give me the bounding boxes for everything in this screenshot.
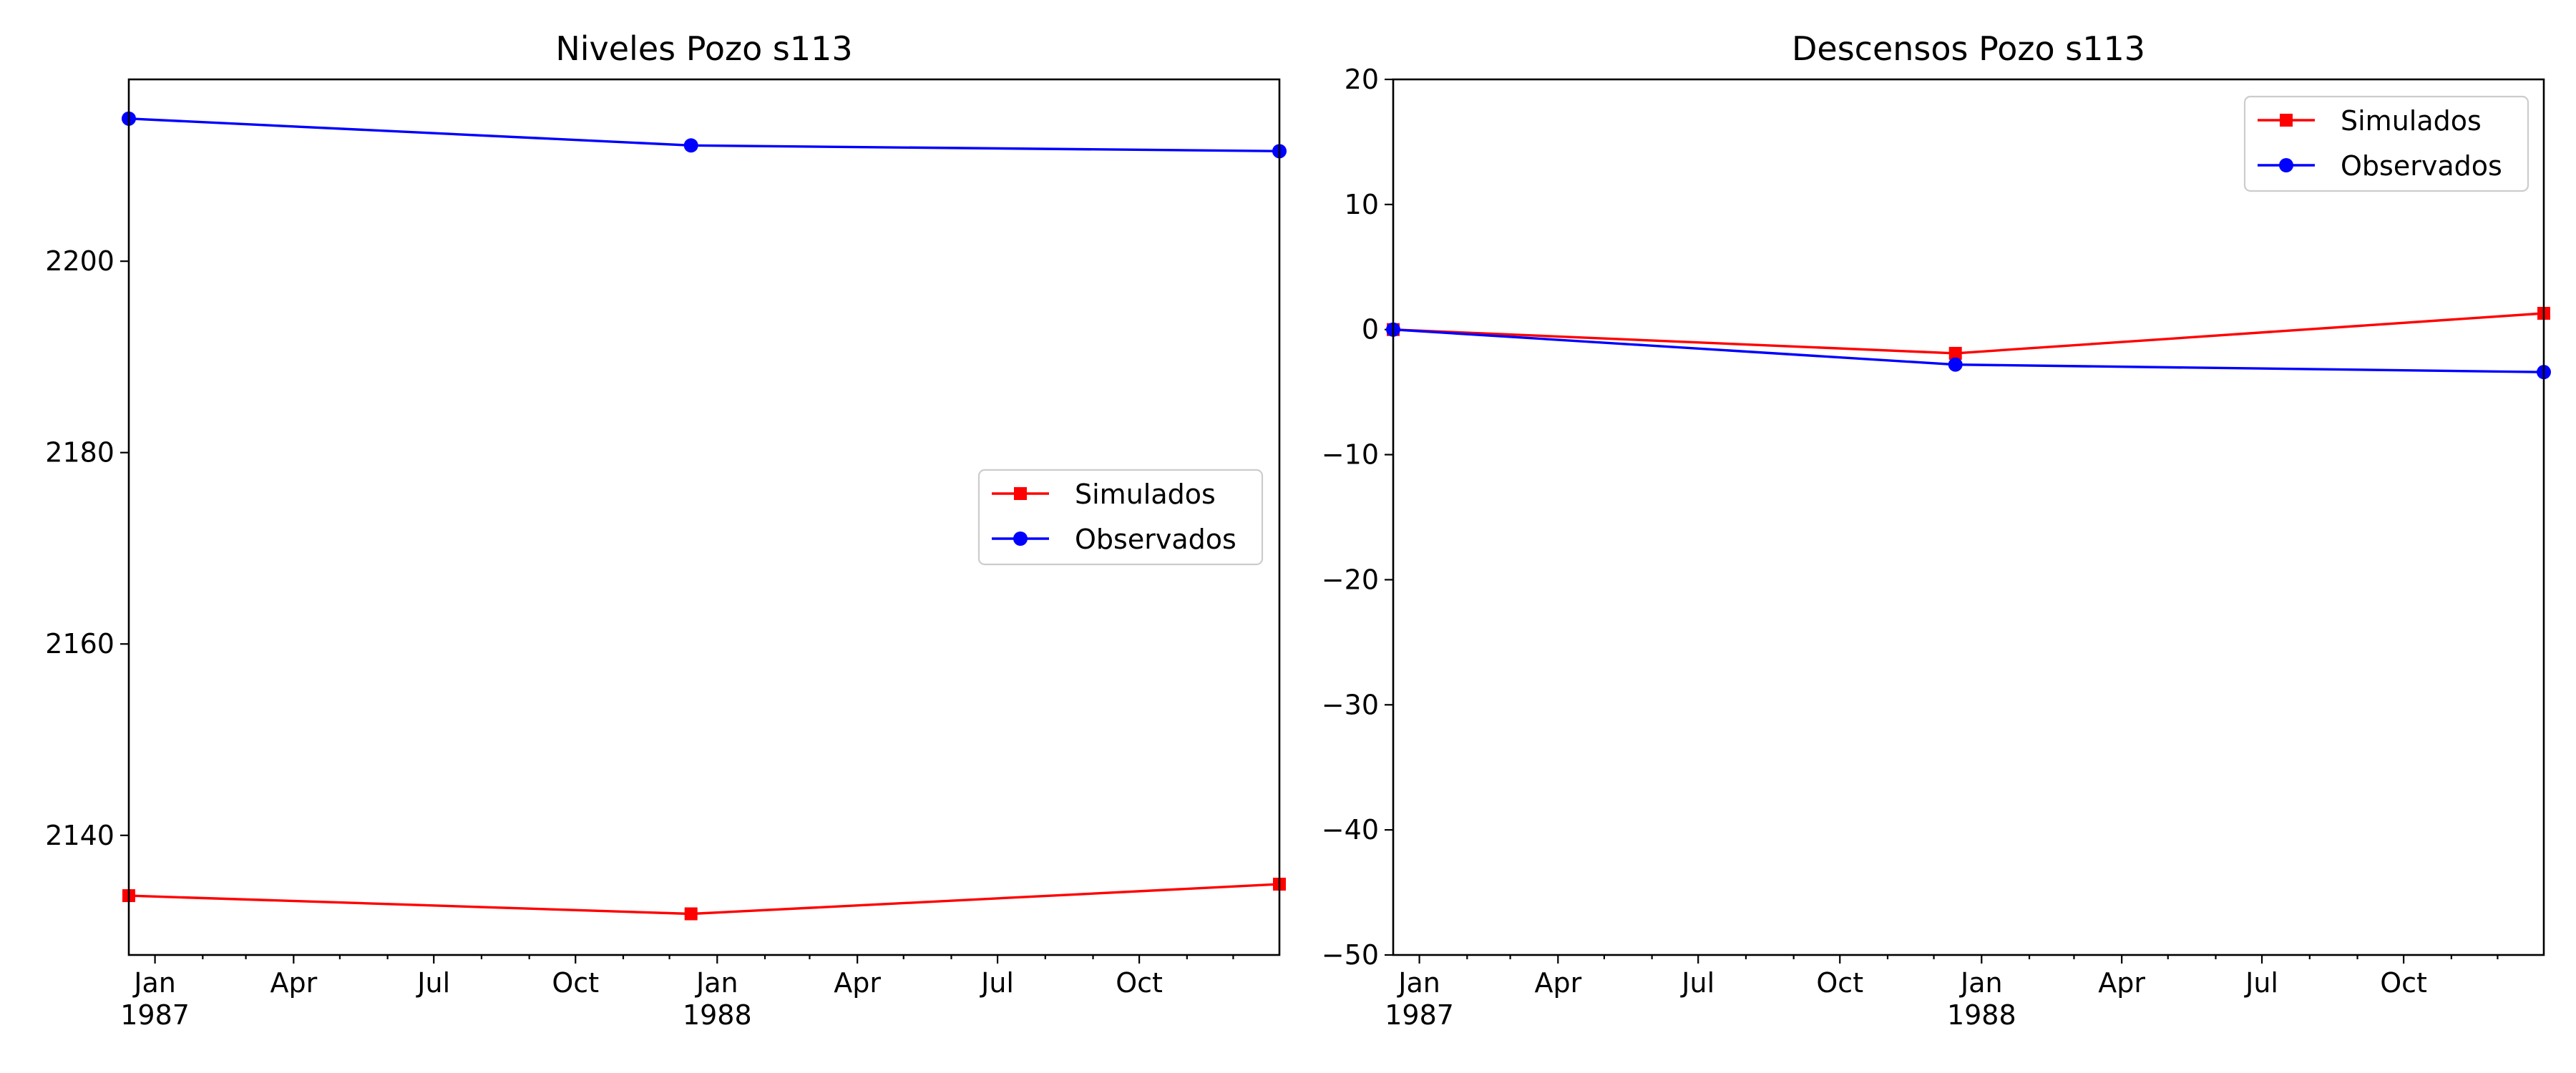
chart-title: Niveles Pozo s113 <box>555 29 852 68</box>
x-tick-label: Oct <box>2380 967 2427 999</box>
x-tick-label: Apr <box>1534 967 1581 999</box>
data-point-simulados <box>684 907 698 921</box>
y-tick-label: 2160 <box>45 628 114 660</box>
x-tick-label: Jul <box>980 967 1014 999</box>
y-tick-label: 2200 <box>45 245 114 277</box>
x-tick-label: Jan <box>1397 967 1440 999</box>
y-tick-label: −40 <box>1322 814 1379 846</box>
legend-marker <box>1013 531 1028 546</box>
y-tick-label: −10 <box>1322 439 1379 471</box>
series-line-observados <box>128 117 1280 152</box>
x-tick-label: Jan <box>1959 967 2003 999</box>
legend-box <box>2243 95 2529 192</box>
y-tick-label: −50 <box>1322 939 1379 971</box>
legend-label: Simulados <box>1075 479 1216 510</box>
series-line-simulados <box>128 883 1280 916</box>
legend-marker <box>1014 487 1027 500</box>
series-group <box>1386 306 2551 380</box>
chart-descensos: Descensos Pozo s113 −50 −40 −30 −20 −10 0 10 20… <box>1322 29 2551 1031</box>
x-tick-label: Jan <box>695 967 738 999</box>
legend: Simulados Observados <box>977 469 1264 566</box>
x-tick-label: Jul <box>2244 967 2278 999</box>
x-tick-label: Apr <box>834 967 881 999</box>
legend: Simulados Observados <box>2243 95 2529 192</box>
y-tick-label: 20 <box>1345 64 1379 95</box>
x-tick-label: Apr <box>2098 967 2145 999</box>
x-tick-label: Apr <box>270 967 317 999</box>
y-tick-label: 2180 <box>45 437 114 469</box>
x-tick-year: 1987 <box>120 999 190 1031</box>
x-tick-label: Oct <box>1816 967 1863 999</box>
plot-frame <box>1392 78 2545 956</box>
y-tick-label: −20 <box>1322 564 1379 595</box>
x-tick-label: Jul <box>1680 967 1714 999</box>
legend-label: Observados <box>1075 524 1236 555</box>
x-tick-label: Jan <box>132 967 176 999</box>
y-tick-label: 2140 <box>45 820 114 851</box>
y-tick-label: −30 <box>1322 689 1379 720</box>
legend-box <box>977 469 1264 566</box>
legend-label: Observados <box>2341 150 2502 182</box>
x-tick-year: 1988 <box>683 999 752 1031</box>
legend-marker <box>2279 158 2293 172</box>
y-tick-label: 0 <box>1362 314 1379 346</box>
data-point-observados <box>1948 357 1963 372</box>
data-point-observados <box>683 138 698 153</box>
plot-frame <box>127 78 1281 956</box>
data-point-simulados <box>1948 346 1962 360</box>
x-tick-label: Oct <box>552 967 599 999</box>
legend-marker <box>2280 114 2293 127</box>
x-tick-label: Oct <box>1116 967 1163 999</box>
legend-label: Simulados <box>2341 105 2482 137</box>
series-line-simulados <box>1392 312 2545 355</box>
chart-title: Descensos Pozo s113 <box>1792 29 2145 68</box>
y-tick-label: 10 <box>1345 189 1379 220</box>
x-tick-year: 1987 <box>1385 999 1454 1031</box>
chart-niveles: Niveles Pozo s113 2140216021802200Jan198… <box>45 29 1287 1031</box>
x-tick-label: Jul <box>416 967 450 999</box>
x-tick-year: 1988 <box>1947 999 2016 1031</box>
